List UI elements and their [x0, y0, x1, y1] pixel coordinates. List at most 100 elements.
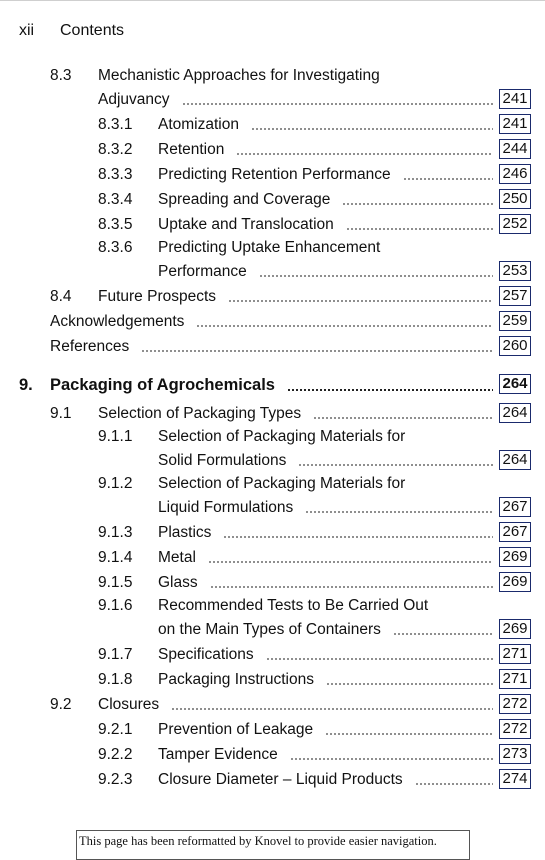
- dot-leader: [141, 350, 493, 352]
- top-rule: [0, 0, 545, 1]
- entry-title: Metal: [158, 549, 196, 566]
- page-link[interactable]: 257: [499, 286, 531, 306]
- page-link[interactable]: 264: [499, 374, 531, 394]
- entry-title: Performance: [158, 263, 247, 280]
- page-link[interactable]: 267: [499, 522, 531, 542]
- entry-title: Packaging Instructions: [158, 671, 314, 688]
- dot-leader: [207, 561, 493, 563]
- page-header: xii Contents: [19, 22, 124, 40]
- entry-title: Predicting Retention Performance: [158, 166, 391, 183]
- dot-leader: [286, 389, 493, 391]
- entry-title: Closures: [98, 696, 160, 713]
- section-number: 9.1: [50, 405, 72, 422]
- entry-title: Packaging of Agrochemicals: [50, 376, 275, 394]
- section-number: 8.3.4: [98, 191, 133, 208]
- page-link[interactable]: 273: [499, 744, 531, 764]
- entry-title-with-leader: Uptake and Translocation: [158, 216, 493, 234]
- toc-entry-row: 9.1.3 Plastics 267: [0, 522, 545, 544]
- toc-entry-row: Liquid Formulations 267: [0, 497, 545, 519]
- dot-leader: [345, 228, 493, 230]
- page-link[interactable]: 259: [499, 311, 531, 331]
- entry-title-with-leader: Specifications: [158, 646, 493, 664]
- entry-title-with-leader: Liquid Formulations: [158, 499, 493, 517]
- toc-entry-row: References 260: [0, 336, 545, 358]
- section-number: 9.1.4: [98, 549, 133, 566]
- entry-title: References: [50, 338, 130, 355]
- section-number: 8.4: [50, 288, 72, 305]
- page-link[interactable]: 264: [499, 450, 531, 470]
- page-link[interactable]: 272: [499, 719, 531, 739]
- dot-leader: [196, 325, 493, 327]
- entry-title-with-leader: Future Prospects: [98, 288, 493, 306]
- toc-entry-row: 9.2 Closures 272: [0, 694, 545, 716]
- page-link[interactable]: 272: [499, 694, 531, 714]
- entry-title: on the Main Types of Containers: [158, 621, 381, 638]
- entry-title: Solid Formulations: [158, 452, 287, 469]
- entry-title-with-leader: Packaging of Agrochemicals: [50, 376, 493, 395]
- page-number: xii: [19, 22, 35, 39]
- page-link[interactable]: 269: [499, 619, 531, 639]
- entry-title-with-leader: Glass: [158, 574, 493, 592]
- entry-title-with-leader: Selection of Packaging Types: [98, 405, 493, 423]
- entry-title: Glass: [158, 574, 198, 591]
- dot-leader: [181, 103, 493, 105]
- page-link[interactable]: 250: [499, 189, 531, 209]
- page-link[interactable]: 253: [499, 261, 531, 281]
- toc-entry-row: on the Main Types of Containers 269: [0, 619, 545, 641]
- entry-title: Retention: [158, 141, 225, 158]
- dot-leader: [250, 128, 493, 130]
- entry-title-with-leader: References: [50, 338, 493, 356]
- dot-leader: [223, 536, 493, 538]
- toc-entry-row: 9.1.8 Packaging Instructions 271: [0, 669, 545, 691]
- page-link[interactable]: 269: [499, 572, 531, 592]
- page-link[interactable]: 260: [499, 336, 531, 356]
- dot-leader: [228, 300, 493, 302]
- toc-entry-row: 9.2.2 Tamper Evidence 273: [0, 744, 545, 766]
- dot-leader: [258, 275, 493, 277]
- entry-title-with-leader: Solid Formulations: [158, 452, 493, 470]
- section-number: 8.3.5: [98, 216, 133, 233]
- dot-leader: [289, 758, 493, 760]
- dot-leader: [171, 708, 493, 710]
- section-number: 8.3: [50, 67, 72, 84]
- page-link[interactable]: 241: [499, 114, 531, 134]
- page-link[interactable]: 252: [499, 214, 531, 234]
- page-title: Contents: [60, 22, 125, 39]
- dot-leader: [209, 586, 493, 588]
- section-number: 9.1.1: [98, 428, 133, 445]
- footer-note: This page has been reformatted by Knovel…: [76, 830, 470, 860]
- dot-leader: [236, 153, 493, 155]
- page-link[interactable]: 274: [499, 769, 531, 789]
- entry-title: Acknowledgements: [50, 313, 185, 330]
- entry-title: Selection of Packaging Types: [98, 405, 302, 422]
- page-link[interactable]: 246: [499, 164, 531, 184]
- dot-leader: [392, 633, 493, 635]
- toc-entry-row: 9.2.1 Prevention of Leakage 272: [0, 719, 545, 741]
- dot-leader: [342, 203, 493, 205]
- entry-title-line: Selection of Packaging Materials for: [158, 428, 406, 445]
- toc-entry-row: 8.3.3 Predicting Retention Performance 246: [0, 164, 545, 186]
- entry-title-with-leader: Performance: [158, 263, 493, 281]
- page-link[interactable]: 271: [499, 669, 531, 689]
- page-link[interactable]: 244: [499, 139, 531, 159]
- toc-entry-row: 9.1.7 Specifications 271: [0, 644, 545, 666]
- dot-leader: [325, 683, 493, 685]
- toc-entry-row: 8.3.2 Retention 244: [0, 139, 545, 161]
- dot-leader: [313, 417, 493, 419]
- page-link[interactable]: 269: [499, 547, 531, 567]
- entry-title-with-leader: Packaging Instructions: [158, 671, 493, 689]
- entry-title-with-leader: Closures: [98, 696, 493, 714]
- page-link[interactable]: 241: [499, 89, 531, 109]
- entry-title: Atomization: [158, 116, 239, 133]
- entry-title-with-leader: Metal: [158, 549, 493, 567]
- toc-entry-row: Adjuvancy 241: [0, 89, 545, 111]
- section-number: 9.1.7: [98, 646, 133, 663]
- section-number: 9.1.2: [98, 475, 133, 492]
- toc-entry-row: Acknowledgements 259: [0, 311, 545, 333]
- page-link[interactable]: 271: [499, 644, 531, 664]
- entry-title: Uptake and Translocation: [158, 216, 334, 233]
- toc-entry-row: 9.1.5 Glass 269: [0, 572, 545, 594]
- page-link[interactable]: 267: [499, 497, 531, 517]
- page-link[interactable]: 264: [499, 403, 531, 423]
- entry-title-with-leader: Prevention of Leakage: [158, 721, 493, 739]
